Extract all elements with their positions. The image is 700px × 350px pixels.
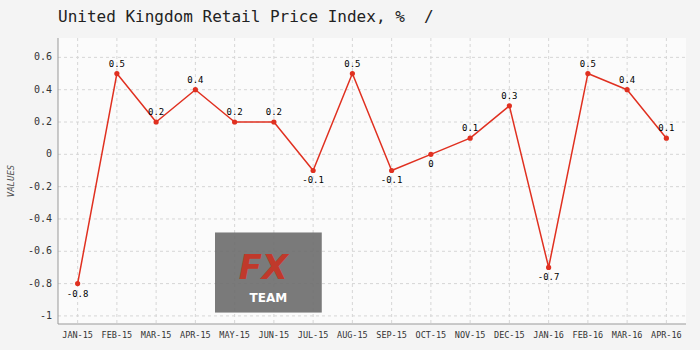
x-tick-label: JUN-15 [259, 330, 290, 340]
plot-area [58, 38, 686, 324]
watermark-text: TEAM [250, 291, 288, 305]
point [546, 265, 551, 270]
x-tick-label: NOV-15 [455, 330, 486, 340]
grid-line [58, 251, 686, 252]
y-tick-label: -0.2 [28, 181, 52, 192]
x-tick-label: FEB-15 [102, 330, 133, 340]
x-tick-label: FEB-16 [573, 330, 604, 340]
x-tick-label: MAR-15 [141, 330, 172, 340]
x-tick-label: APR-15 [180, 330, 211, 340]
x-tick-label: MAR-16 [612, 330, 643, 340]
grid-line [58, 218, 686, 219]
grid-line [430, 38, 431, 324]
x-axis-line [58, 324, 686, 325]
data-label: 0 [428, 159, 433, 169]
point [625, 87, 630, 92]
x-tick-label: JAN-15 [62, 330, 93, 340]
y-tick-label: -0.8 [28, 278, 52, 289]
x-tick-label: APR-16 [651, 330, 682, 340]
grid-line [58, 315, 686, 316]
point [350, 71, 355, 76]
series [75, 71, 669, 286]
grid-line [156, 38, 157, 324]
watermark: FX TEAM [215, 232, 322, 312]
x-tick-label: OCT-15 [416, 330, 447, 340]
point [507, 103, 512, 108]
x-tick-label: SEP-15 [376, 330, 407, 340]
y-tick-label: 0 [46, 148, 52, 159]
background [0, 0, 700, 350]
grid-line [58, 283, 686, 284]
point [271, 119, 276, 124]
x-tick-label: JAN-16 [533, 330, 564, 340]
data-label: 0.2 [148, 107, 164, 117]
grid-line [58, 186, 686, 187]
data-label: 0.5 [109, 59, 125, 69]
point [114, 71, 119, 76]
data-label: 0.4 [187, 75, 203, 85]
grid-line [666, 38, 667, 324]
grid [58, 38, 686, 324]
x-tick-label: DEC-15 [494, 330, 525, 340]
chart: -1 -0.8 -0.6 -0.4 -0.2 0 0.2 0.4 0.6 JAN-15 FEB-15… [0, 0, 700, 350]
point [664, 136, 669, 141]
data-label: 0.2 [266, 107, 282, 117]
y-axis-label: VALUES [6, 164, 16, 197]
grid-line [587, 38, 588, 324]
data-label: -0.7 [538, 272, 560, 282]
line [78, 74, 667, 284]
point [193, 87, 198, 92]
y-axis-line [58, 38, 59, 324]
watermark-box [215, 232, 322, 312]
data-label: -0.1 [381, 175, 403, 185]
grid-line [58, 154, 686, 155]
watermark-text: FX [239, 247, 290, 287]
y-tick-label: 0.2 [34, 116, 52, 127]
x-tick-label: JUL-15 [298, 330, 329, 340]
data-labels: -0.8 0.5 0.2 0.4 0.2 0.2 -0.1 0.5 -0.1 0 0.1 0.3 -0.… [67, 59, 675, 299]
point [468, 136, 473, 141]
data-label: 0.1 [658, 123, 674, 133]
y-tick-label: -1 [40, 310, 52, 321]
point [75, 281, 80, 286]
x-tick-label: AUG-15 [337, 330, 368, 340]
grid-line [58, 89, 686, 90]
y-tick-label: 0.4 [34, 84, 52, 95]
y-tick-label: -0.6 [28, 245, 52, 256]
grid-line [470, 38, 471, 324]
data-label: -0.1 [302, 175, 324, 185]
grid-line [509, 38, 510, 324]
data-label: 0.4 [619, 75, 635, 85]
data-label: 0.2 [226, 107, 242, 117]
grid-line [116, 38, 117, 324]
grid-line [352, 38, 353, 324]
point [311, 168, 316, 173]
title: United Kingdom Retail Price Index, % / [58, 7, 434, 26]
point [389, 168, 394, 173]
data-label: 0.1 [462, 123, 478, 133]
point [232, 119, 237, 124]
y-tick-label: 0.6 [34, 51, 52, 62]
y-tick-label: -0.4 [28, 213, 52, 224]
point [428, 152, 433, 157]
point [585, 71, 590, 76]
x-tick-label: MAY-15 [219, 330, 250, 340]
data-label: 0.5 [580, 59, 596, 69]
point [154, 119, 159, 124]
data-label: 0.3 [501, 91, 517, 101]
data-label: -0.8 [67, 289, 89, 299]
data-label: 0.5 [344, 59, 360, 69]
